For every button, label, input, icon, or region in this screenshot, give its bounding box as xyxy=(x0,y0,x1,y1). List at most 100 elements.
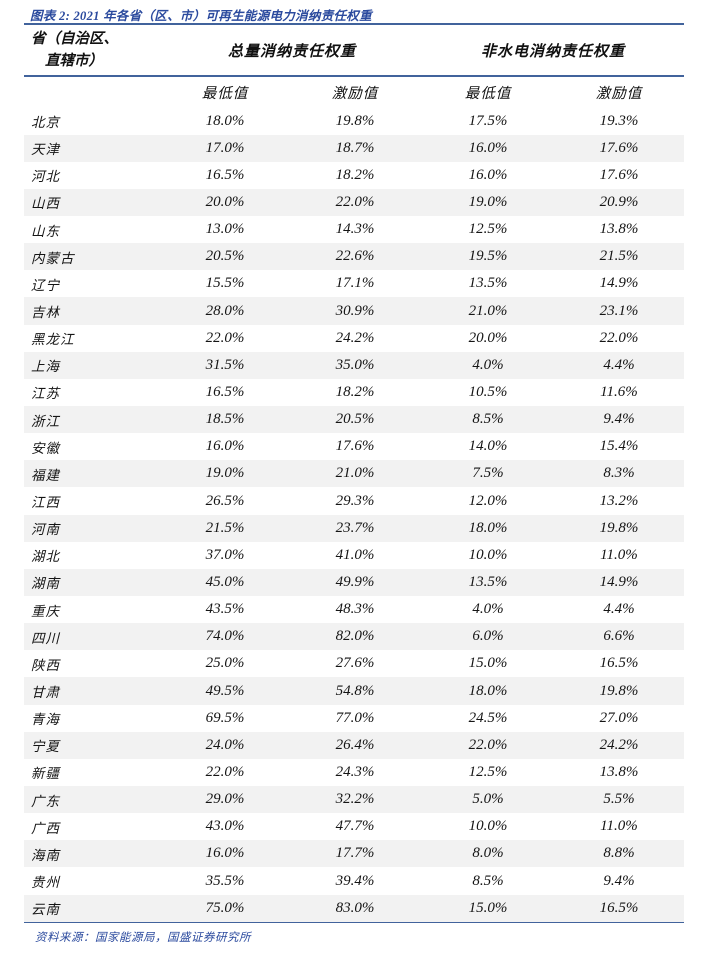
weight-value: 75.0% xyxy=(205,899,245,916)
weight-value: 13.5% xyxy=(468,275,508,292)
weight-value: 9.4% xyxy=(603,872,635,889)
weight-value: 12.5% xyxy=(468,221,508,238)
weight-value: 16.0% xyxy=(205,438,245,455)
province-name: 河南 xyxy=(31,522,60,538)
weight-value: 11.0% xyxy=(600,818,638,835)
table-row: 青海 69.5% 77.0% 24.5% 27.0% xyxy=(24,705,684,732)
weight-value: 19.0% xyxy=(468,193,508,210)
weight-value: 17.6% xyxy=(599,166,639,183)
weight-value: 83.0% xyxy=(335,899,375,916)
weight-value: 14.9% xyxy=(599,573,639,590)
province-name: 广西 xyxy=(31,820,60,836)
weight-value: 22.0% xyxy=(599,329,639,346)
weight-value: 26.4% xyxy=(335,736,375,753)
weight-value: 18.0% xyxy=(468,519,508,536)
weight-value: 43.0% xyxy=(205,818,245,835)
province-name: 四川 xyxy=(31,630,60,646)
weight-value: 19.3% xyxy=(599,112,639,129)
weight-value: 13.0% xyxy=(205,221,245,238)
weight-value: 18.5% xyxy=(205,411,245,428)
weight-value: 14.9% xyxy=(599,275,639,292)
province-name: 湖北 xyxy=(31,549,60,565)
table-row: 四川 74.0% 82.0% 6.0% 6.6% xyxy=(24,623,684,651)
weight-value: 4.4% xyxy=(603,601,635,618)
table-row: 河南 21.5% 23.7% 18.0% 19.8% xyxy=(24,514,684,542)
weight-value: 18.2% xyxy=(335,166,375,183)
weight-value: 29.0% xyxy=(205,791,245,808)
weight-value: 35.5% xyxy=(205,872,245,889)
weight-value: 35.0% xyxy=(335,356,375,373)
weight-value: 10.5% xyxy=(468,383,508,400)
weight-value: 74.0% xyxy=(205,628,245,645)
weight-value: 20.0% xyxy=(205,193,245,210)
table-group-header-row: 省（自治区、 直辖市） 总量消纳责任权重 非水电消纳责任权重 xyxy=(24,25,684,75)
weight-value: 22.6% xyxy=(335,248,375,265)
province-name: 河北 xyxy=(31,169,60,185)
source-note: 资料来源：国家能源局，国盛证券研究所 xyxy=(35,932,251,945)
weight-value: 18.7% xyxy=(335,139,375,156)
table-row: 吉林 28.0% 30.9% 21.0% 23.1% xyxy=(24,297,684,325)
consumption-weight-table: 省（自治区、 直辖市） 总量消纳责任权重 非水电消纳责任权重 最低值 激励值 最… xyxy=(24,23,684,924)
weight-value: 9.4% xyxy=(603,411,635,428)
weight-value: 19.5% xyxy=(468,248,508,265)
weight-value: 41.0% xyxy=(335,546,375,563)
province-name: 陕西 xyxy=(31,657,60,673)
weight-value: 10.0% xyxy=(468,818,508,835)
weight-value: 17.6% xyxy=(335,438,375,455)
province-name: 青海 xyxy=(31,712,60,728)
weight-value: 48.3% xyxy=(335,601,375,618)
weight-value: 13.2% xyxy=(599,492,639,509)
table-row: 湖北 37.0% 41.0% 10.0% 11.0% xyxy=(24,542,684,569)
weight-value: 4.0% xyxy=(472,601,504,618)
province-name: 江苏 xyxy=(31,386,60,402)
weight-value: 12.5% xyxy=(468,763,508,780)
weight-value: 21.5% xyxy=(205,519,245,536)
weight-value: 19.0% xyxy=(205,465,245,482)
subheader-total-incentive: 激励值 xyxy=(331,85,379,102)
province-name: 云南 xyxy=(31,902,60,918)
weight-value: 8.5% xyxy=(472,411,504,428)
weight-value: 30.9% xyxy=(335,302,375,319)
weight-value: 20.5% xyxy=(205,248,245,265)
weight-value: 82.0% xyxy=(335,628,375,645)
province-name: 内蒙古 xyxy=(31,250,75,266)
weight-value: 31.5% xyxy=(205,356,245,373)
weight-value: 21.0% xyxy=(468,302,508,319)
province-name: 山西 xyxy=(31,196,60,212)
weight-value: 4.4% xyxy=(603,356,635,373)
table-row: 陕西 25.0% 27.6% 15.0% 16.5% xyxy=(24,650,684,677)
subheader-total-min: 最低值 xyxy=(201,85,249,102)
total-weight-group-header: 总量消纳责任权重 xyxy=(227,43,356,60)
weight-value: 23.7% xyxy=(335,519,375,536)
province-name: 天津 xyxy=(31,142,60,158)
weight-value: 20.9% xyxy=(599,193,639,210)
weight-value: 12.0% xyxy=(468,492,508,509)
weight-value: 18.0% xyxy=(205,112,245,129)
table-row: 辽宁 15.5% 17.1% 13.5% 14.9% xyxy=(24,270,684,297)
province-name: 辽宁 xyxy=(31,277,60,293)
weight-value: 8.0% xyxy=(472,845,504,862)
weight-value: 23.1% xyxy=(599,302,639,319)
table-row: 山西 20.0% 22.0% 19.0% 20.9% xyxy=(24,188,684,217)
province-name: 山东 xyxy=(31,223,60,239)
weight-value: 24.0% xyxy=(205,736,245,753)
table-row: 广东 29.0% 32.2% 5.0% 5.5% xyxy=(24,786,684,814)
table-row: 北京 18.0% 19.8% 17.5% 19.3% xyxy=(24,108,684,135)
weight-value: 16.5% xyxy=(599,899,639,916)
table-row: 海南 16.0% 17.7% 8.0% 8.8% xyxy=(24,840,684,868)
subheader-nonhydro-min: 最低值 xyxy=(464,85,512,102)
weight-value: 7.5% xyxy=(472,465,504,482)
table-subheader-row: 最低值 激励值 最低值 激励值 xyxy=(24,77,684,108)
weight-value: 20.5% xyxy=(335,411,375,428)
weight-value: 54.8% xyxy=(335,682,375,699)
table-row: 内蒙古 20.5% 22.6% 19.5% 21.5% xyxy=(24,243,684,271)
weight-value: 15.0% xyxy=(468,655,508,672)
weight-value: 45.0% xyxy=(205,573,245,590)
weight-value: 13.8% xyxy=(599,763,639,780)
province-name: 海南 xyxy=(31,847,60,863)
weight-value: 24.2% xyxy=(599,736,639,753)
weight-value: 17.6% xyxy=(599,139,639,156)
province-name: 贵州 xyxy=(31,875,60,890)
table-row: 福建 19.0% 21.0% 7.5% 8.3% xyxy=(24,460,684,488)
weight-value: 11.6% xyxy=(600,383,638,400)
